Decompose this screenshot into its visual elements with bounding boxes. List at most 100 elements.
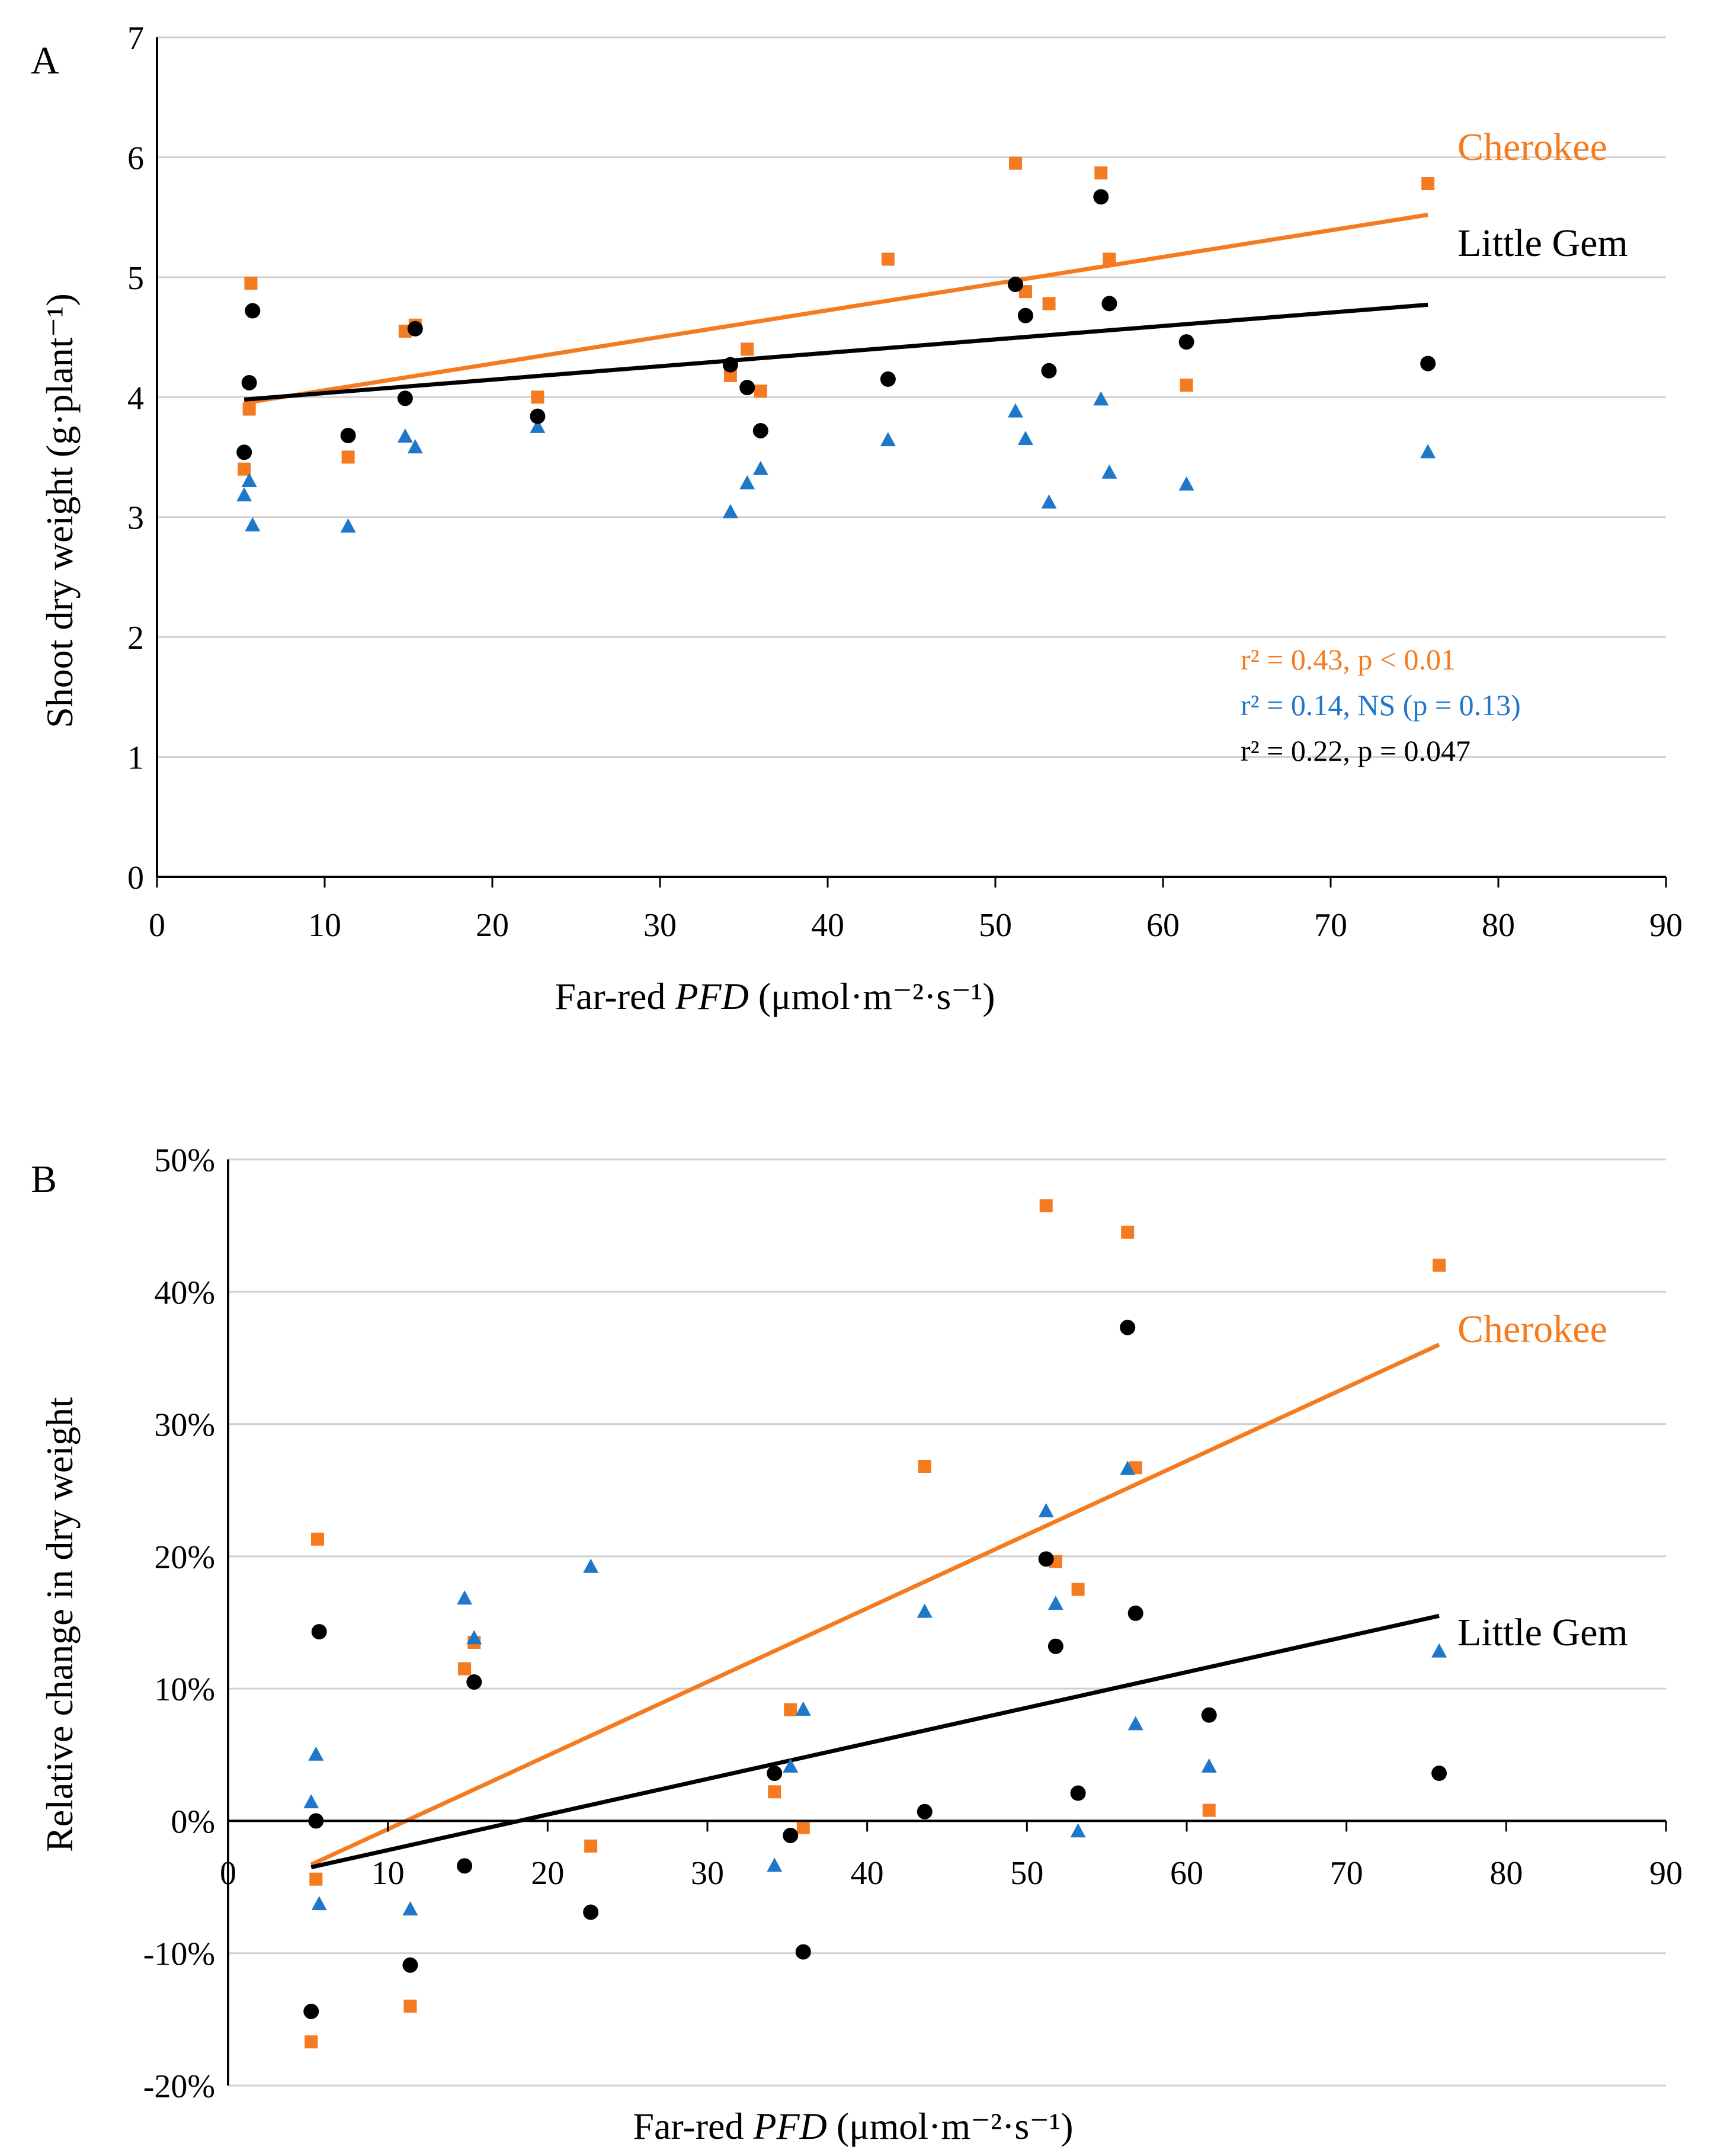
panel-a-point-little-gem <box>241 374 257 390</box>
panel-a-point-little-gem <box>722 357 738 373</box>
panel-b-x-tick-label: 40 <box>851 1855 884 1892</box>
panel-b-point-cherokee <box>403 2000 417 2013</box>
panel-a-y-tick-label: 7 <box>127 20 144 57</box>
panel-a-y-tick-label: 2 <box>127 620 144 656</box>
panel-a-point-blue <box>722 504 738 518</box>
panel-a-cherokee-label: Cherokee <box>1457 126 1607 169</box>
panel-a-point-little-gem <box>340 428 356 444</box>
panel-b-x-tick-label: 70 <box>1330 1855 1363 1892</box>
panel-a-y-tick-label: 1 <box>127 740 144 777</box>
panel-b: B -20% -10% 0% 10% 20% 30% 40% 50% 0 10 20 30 40 50 6… <box>31 1142 1683 2147</box>
panel-b-point-cherokee <box>918 1460 931 1473</box>
panel-a-point-blue <box>1093 391 1109 406</box>
panel-b-point-little-gem <box>1070 1785 1086 1801</box>
panel-b-x-tick-label: 90 <box>1649 1855 1683 1892</box>
panel-b-point-blue <box>1127 1716 1143 1731</box>
panel-b-point-little-gem <box>1201 1707 1217 1723</box>
panel-a-point-little-gem <box>752 422 768 438</box>
panel-a-point-blue <box>880 432 896 447</box>
panel-a-point-cherokee <box>1103 252 1116 266</box>
panel-b-gridlines <box>228 1158 1666 2087</box>
panel-b-label: B <box>31 1158 57 1201</box>
panel-b-point-little-gem <box>767 1766 783 1782</box>
panel-b-point-little-gem <box>402 1957 418 1973</box>
panel-b-point-little-gem <box>457 1858 473 1874</box>
panel-a-points <box>236 156 1436 533</box>
panel-a-point-cherokee <box>1018 285 1032 299</box>
panel-a-point-cherokee <box>1180 379 1193 392</box>
panel-a-point-cherokee <box>741 342 754 356</box>
panel-a-point-little-gem <box>236 444 252 460</box>
panel-a-x-tick-label: 80 <box>1482 907 1515 944</box>
panel-b-point-blue <box>1070 1823 1086 1838</box>
panel-b-point-blue <box>1047 1596 1063 1610</box>
panel-a-point-blue <box>241 472 257 487</box>
panel-a-x-tick-label: 90 <box>1649 907 1683 944</box>
panel-b-x-tick-label: 60 <box>1170 1855 1203 1892</box>
panel-b-point-blue <box>1201 1758 1217 1773</box>
panel-b-point-little-gem <box>1431 1766 1447 1782</box>
panel-a-point-blue <box>1017 431 1033 446</box>
panel-b-point-little-gem <box>795 1944 811 1960</box>
panel-a-x-tick-label: 30 <box>643 907 677 944</box>
panel-b-x-tick-labels: 0 10 20 30 40 50 60 70 80 90 <box>220 1855 1683 1892</box>
panel-b-point-blue <box>795 1701 811 1716</box>
panel-a-x-tick-label: 70 <box>1314 907 1347 944</box>
panel-b-y-tick-labels: -20% -10% 0% 10% 20% 30% 40% 50% <box>143 1142 215 2105</box>
panel-b-y-tick-label: 10% <box>154 1671 215 1708</box>
panel-a-point-little-gem <box>1093 189 1109 205</box>
panel-b-point-cherokee <box>309 1872 323 1886</box>
panel-b-point-little-gem <box>303 2003 319 2019</box>
panel-a-point-blue <box>245 517 261 531</box>
panel-b-point-little-gem <box>583 1904 599 1920</box>
panel-b-y-tick-label: -10% <box>143 1936 215 1973</box>
panel-b-trendlines <box>310 1343 1440 1869</box>
panel-b-points <box>303 1199 1447 2049</box>
panel-a-x-tick-label: 20 <box>476 907 509 944</box>
panel-b-point-blue <box>783 1758 799 1773</box>
panel-b-x-tick-label: 10 <box>371 1855 405 1892</box>
panel-a-point-little-gem <box>880 371 896 387</box>
panel-a-trendline-cherokee <box>244 213 1428 405</box>
panel-a-point-cherokee <box>1042 297 1056 310</box>
panel-b-point-cherokee <box>311 1532 325 1546</box>
panel-b-point-blue <box>466 1630 482 1645</box>
panel-b-point-little-gem <box>1047 1638 1063 1654</box>
panel-b-y-axis-title: Relative change in dry weight <box>39 1397 81 1852</box>
panel-a-xlabel-italic: PFD <box>674 975 748 1017</box>
panel-a-point-cherokee <box>881 252 895 266</box>
panel-b-point-cherokee <box>1202 1803 1216 1817</box>
panel-a-y-axis-title: Shoot dry weight (g·plant⁻¹) <box>39 293 81 728</box>
panel-a-y-tick-label: 3 <box>127 500 144 537</box>
panel-b-point-cherokee <box>305 2035 318 2049</box>
panel-a-point-blue <box>397 428 413 443</box>
panel-a-point-little-gem <box>245 303 261 319</box>
panel-a-point-blue <box>1101 464 1117 479</box>
panel-a-point-little-gem <box>397 390 413 406</box>
panel-b-point-blue <box>583 1558 599 1573</box>
panel-b-trendline-cherokee <box>310 1343 1440 1867</box>
panel-b-point-cherokee <box>784 1703 797 1716</box>
panel-a-point-little-gem <box>530 408 546 424</box>
panel-b-point-little-gem <box>1038 1551 1054 1567</box>
panel-a-little-gem-label: Little Gem <box>1457 222 1628 265</box>
panel-b-point-cherokee <box>1121 1225 1135 1239</box>
panel-b-point-little-gem <box>1120 1319 1136 1335</box>
panel-b-x-axis-title: Far-red PFD (μmol·m⁻²·s⁻¹) <box>633 2105 1073 2147</box>
panel-b-x-tick-label: 50 <box>1010 1855 1043 1892</box>
panel-b-cherokee-label: Cherokee <box>1457 1308 1607 1351</box>
panel-b-xlabel-pre: Far-red <box>633 2105 753 2147</box>
panel-a-point-cherokee <box>723 369 737 382</box>
panel-a-label: A <box>31 39 59 82</box>
panel-b-y-tick-label: -20% <box>143 2068 215 2105</box>
panel-a-x-axis-title: Far-red PFD (μmol·m⁻²·s⁻¹) <box>555 975 995 1017</box>
panel-b-point-little-gem <box>1127 1605 1143 1621</box>
panel-a-point-cherokee <box>242 402 256 416</box>
panel-b-y-tick-label: 30% <box>154 1407 215 1444</box>
panel-a-x-tick-labels: 0 10 20 30 40 50 60 70 80 90 <box>149 907 1683 944</box>
panel-b-x-tick-label: 0 <box>220 1855 236 1892</box>
panel-b-y-tick-label: 40% <box>154 1274 215 1311</box>
panel-a: A 0 1 2 3 4 5 6 7 0 10 20 30 40 50 60 70 80 90 Far-red P… <box>31 20 1683 1017</box>
